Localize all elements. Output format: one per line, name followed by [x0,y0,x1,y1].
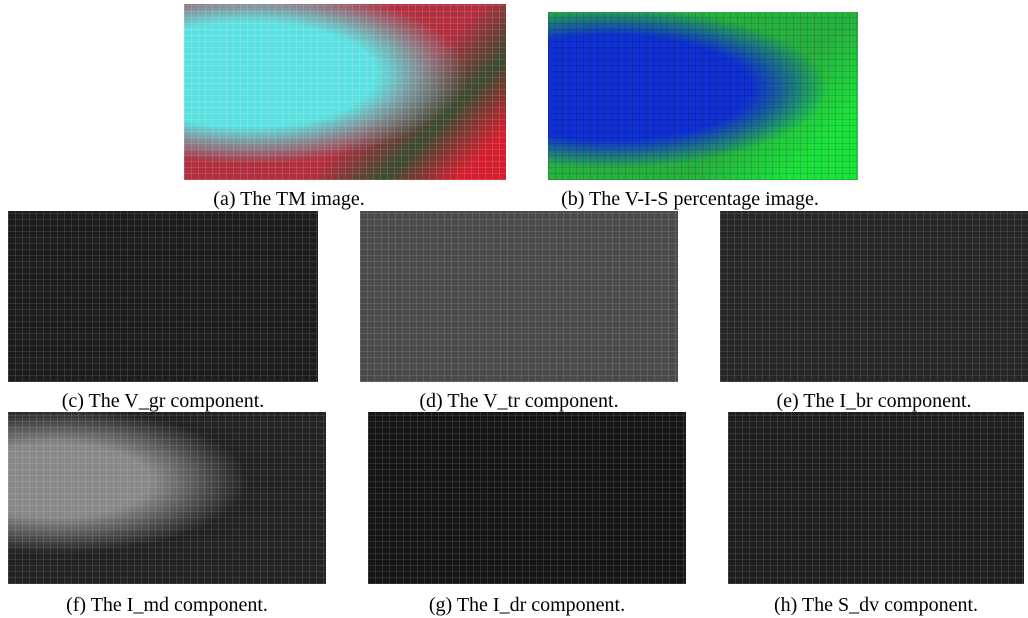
i-md-image [8,412,326,584]
caption: (b) The V-I-S percentage image. [561,188,819,210]
caption: (g) The I_dr component. [428,594,626,616]
i-br-image [720,211,1028,382]
caption: (c) The V_gr component. [61,390,265,412]
caption: (h) The S_dv component. [773,594,979,616]
caption: (d) The V_tr component. [419,390,619,412]
caption: (f) The I_md component. [66,594,268,616]
v-gr-image [8,211,318,382]
i-dr-image [368,412,686,584]
caption: (e) The I_br component. [776,390,972,412]
tm-image [184,4,506,180]
caption: (a) The TM image. [213,188,365,210]
vis-image [548,12,858,180]
s-dv-image [728,412,1024,584]
v-tr-image [360,211,678,382]
